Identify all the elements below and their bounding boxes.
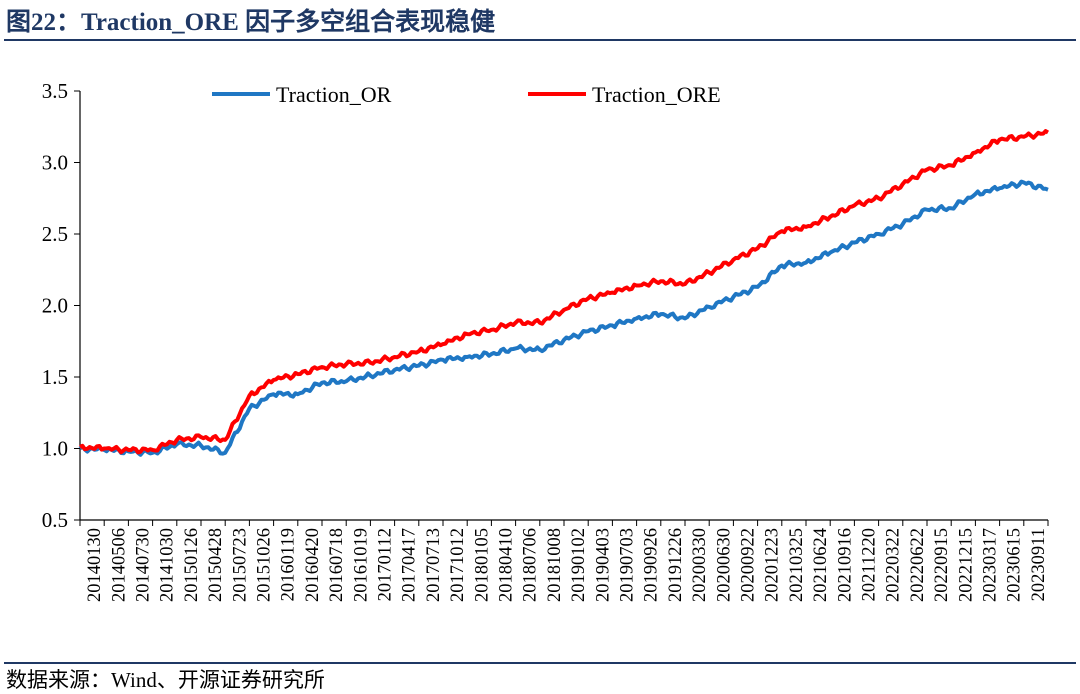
x-tick-label: 20211220 [860, 528, 880, 601]
y-tick-label: 3.5 [42, 79, 68, 103]
x-tick-label: 20160420 [303, 528, 323, 602]
x-tick-label: 20210624 [811, 528, 831, 602]
chart-series [78, 129, 1050, 457]
y-tick-label: 2.0 [42, 294, 68, 318]
x-tick-label: 20151026 [255, 528, 275, 602]
chart-legend: Traction_OR Traction_ORE [212, 82, 721, 107]
x-tick-label: 20190703 [618, 528, 638, 602]
legend-label: Traction_OR [276, 82, 392, 107]
x-tick-label: 20221215 [956, 528, 976, 602]
x-tick-label: 20150428 [206, 528, 226, 602]
x-tick-label: 20150126 [182, 528, 202, 602]
x-tick-label: 20200630 [714, 528, 734, 602]
source-note: 数据来源：Wind、开源证券研究所 [6, 668, 325, 692]
x-tick-label: 20220322 [884, 528, 904, 602]
x-tick-label: 20180410 [497, 528, 517, 602]
title-divider [4, 39, 1076, 41]
line-chart: 0.51.01.52.02.53.03.5 20140130 20140506 20… [42, 79, 1050, 602]
legend-label: Traction_ORE [592, 82, 721, 107]
x-tick-label: 20200922 [739, 528, 759, 602]
x-tick-label: 20170112 [376, 528, 396, 601]
x-tick-label: 20190102 [569, 528, 589, 602]
x-tick-label: 20140506 [109, 528, 129, 602]
x-tick-label: 20141030 [158, 528, 178, 602]
x-tick-label: 20160718 [327, 528, 347, 602]
source-divider [4, 662, 1076, 664]
x-tick-label: 20171012 [448, 528, 468, 602]
x-tick-label: 20140130 [85, 528, 105, 602]
y-tick-label: 3.0 [42, 151, 68, 175]
x-tick-label: 20210325 [787, 528, 807, 602]
chart-axes [79, 91, 1048, 521]
x-tick-label: 20230317 [981, 528, 1001, 602]
x-tick-label: 20230911 [1029, 528, 1049, 601]
x-tick-label: 20230615 [1005, 528, 1025, 602]
x-tick-label: 20201223 [763, 528, 783, 602]
chart-title: 图22：Traction_ORE 因子多空组合表现稳健 [6, 9, 496, 36]
x-tick-label: 20190926 [642, 528, 662, 602]
y-tick-label: 2.5 [42, 222, 68, 246]
series-line-traction-or [78, 179, 1049, 457]
x-tick-label: 20140730 [134, 528, 154, 602]
x-tick-label: 20161019 [351, 528, 371, 602]
y-tick-label: 1.0 [42, 437, 68, 461]
series-line-traction-ore [79, 129, 1050, 455]
x-tick-label: 20220915 [932, 528, 952, 602]
x-tick-label: 20191226 [666, 528, 686, 602]
x-tick-label: 20200330 [690, 528, 710, 602]
x-tick-label: 20170713 [424, 528, 444, 602]
x-tick-label: 20220622 [908, 528, 928, 602]
x-tick-label: 20190403 [593, 528, 613, 602]
x-axis-ticks: 20140130 20140506 20140730 20141030 20150126… [79, 520, 1049, 602]
x-tick-label: 20150723 [230, 528, 250, 602]
x-tick-label: 20170417 [400, 528, 420, 602]
y-tick-label: 1.5 [42, 365, 68, 389]
x-tick-label: 20210916 [835, 528, 855, 602]
x-tick-label: 20160119 [279, 528, 299, 601]
x-tick-label: 20180105 [472, 528, 492, 602]
x-tick-label: 20180706 [521, 528, 541, 602]
x-tick-label: 20181008 [545, 528, 565, 602]
y-axis-ticks: 0.5 1.0 1.5 2.0 2.5 3.0 3.5 [42, 79, 80, 532]
y-tick-label: 0.5 [42, 508, 68, 532]
